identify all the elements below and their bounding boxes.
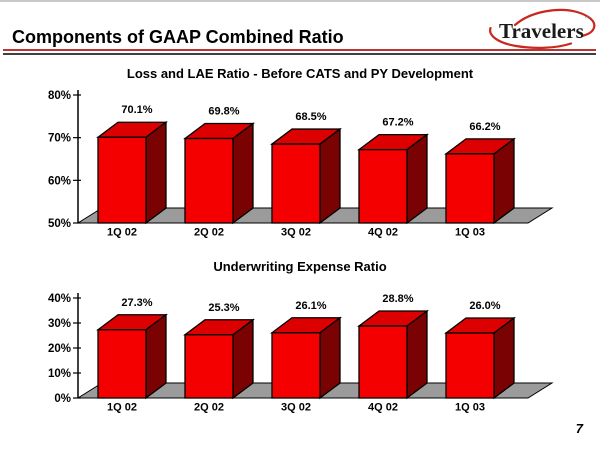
bar-front-face — [97, 136, 147, 224]
bar-front-face — [358, 325, 408, 399]
bar-side-face — [145, 120, 167, 225]
page-number: 7 — [575, 421, 583, 436]
chart1-y-tick-label: 60% — [48, 175, 71, 187]
bar-side-face — [406, 133, 428, 225]
chart2-bar-1q02 — [96, 313, 168, 400]
chart1-bar-2q02 — [183, 122, 255, 225]
chart2-title: Underwriting Expense Ratio — [213, 259, 387, 274]
bar-front-face — [445, 153, 495, 224]
chart1-bar-3q02 — [270, 127, 342, 225]
bar-side-face — [319, 127, 341, 225]
chart1-value-label: 66.2% — [469, 121, 500, 133]
chart2-value-label: 26.0% — [469, 300, 500, 312]
chart2-category-label: 1Q 03 — [455, 402, 485, 414]
title-underline-red — [3, 49, 596, 51]
bar-side-face — [406, 309, 428, 400]
logo-trademark: ™ — [584, 15, 590, 22]
title-underline-dark — [3, 53, 596, 55]
bar-side-face — [319, 316, 341, 400]
chart1-category-label: 1Q 02 — [107, 227, 137, 239]
chart2-value-label: 27.3% — [121, 297, 152, 309]
bar-front-face — [184, 137, 234, 224]
chart2-y-tick-label: 20% — [48, 343, 71, 355]
chart1-value-label: 68.5% — [295, 111, 326, 123]
logo-swoosh-bottom — [489, 26, 573, 49]
chart1-y-tick-label: 80% — [48, 90, 71, 102]
bar-side-face — [145, 313, 167, 400]
bar-side-face — [493, 316, 515, 400]
chart2-category-label: 4Q 02 — [368, 402, 398, 414]
bar-front-face — [271, 332, 321, 399]
chart1-value-label: 70.1% — [121, 104, 152, 116]
bar-front-face — [184, 334, 234, 399]
travelers-logo: Travelers ™ — [489, 8, 596, 49]
chart1-category-label: 4Q 02 — [368, 227, 398, 239]
chart2-y-tick-label: 0% — [54, 393, 71, 405]
chart2-bar-4q02 — [357, 309, 429, 400]
bar-side-face — [493, 137, 515, 225]
chart2-category-label: 3Q 02 — [281, 402, 311, 414]
chart1-y-tick-label: 50% — [48, 218, 71, 230]
bar-side-face — [232, 122, 254, 225]
chart2-bar-3q02 — [270, 316, 342, 400]
chart1-value-label: 67.2% — [382, 117, 413, 129]
chart1-category-label: 3Q 02 — [281, 227, 311, 239]
page-title: Components of GAAP Combined Ratio — [12, 27, 344, 47]
chart2-y-tick-label: 10% — [48, 368, 71, 380]
chart1-bar-4q02 — [357, 133, 429, 225]
bar-front-face — [271, 143, 321, 224]
bar-front-face — [358, 148, 408, 224]
logo-swoosh-top — [513, 8, 596, 38]
chart1-category-label: 2Q 02 — [194, 227, 224, 239]
chart2-bar-2q02 — [183, 318, 255, 400]
chart1-bar-1q03 — [444, 137, 516, 225]
logo-text: Travelers — [499, 19, 584, 43]
chart2-value-label: 26.1% — [295, 300, 326, 312]
chart1-y-tick-label: 70% — [48, 133, 71, 145]
chart2-category-label: 1Q 02 — [107, 402, 137, 414]
chart1-title: Loss and LAE Ratio - Before CATS and PY … — [126, 66, 474, 81]
bar-front-face — [445, 332, 495, 399]
chart1-value-label: 69.8% — [208, 106, 239, 118]
chart2-category-label: 2Q 02 — [194, 402, 224, 414]
chart2-value-label: 28.8% — [382, 293, 413, 305]
chart2-bar-1q03 — [444, 316, 516, 400]
chart2-y-tick-label: 40% — [48, 293, 71, 305]
chart1-bar-1q02 — [96, 120, 168, 225]
chart2-value-label: 25.3% — [208, 302, 239, 314]
chart1-category-label: 1Q 03 — [455, 227, 485, 239]
chart2-y-tick-label: 30% — [48, 318, 71, 330]
bar-front-face — [97, 329, 147, 399]
